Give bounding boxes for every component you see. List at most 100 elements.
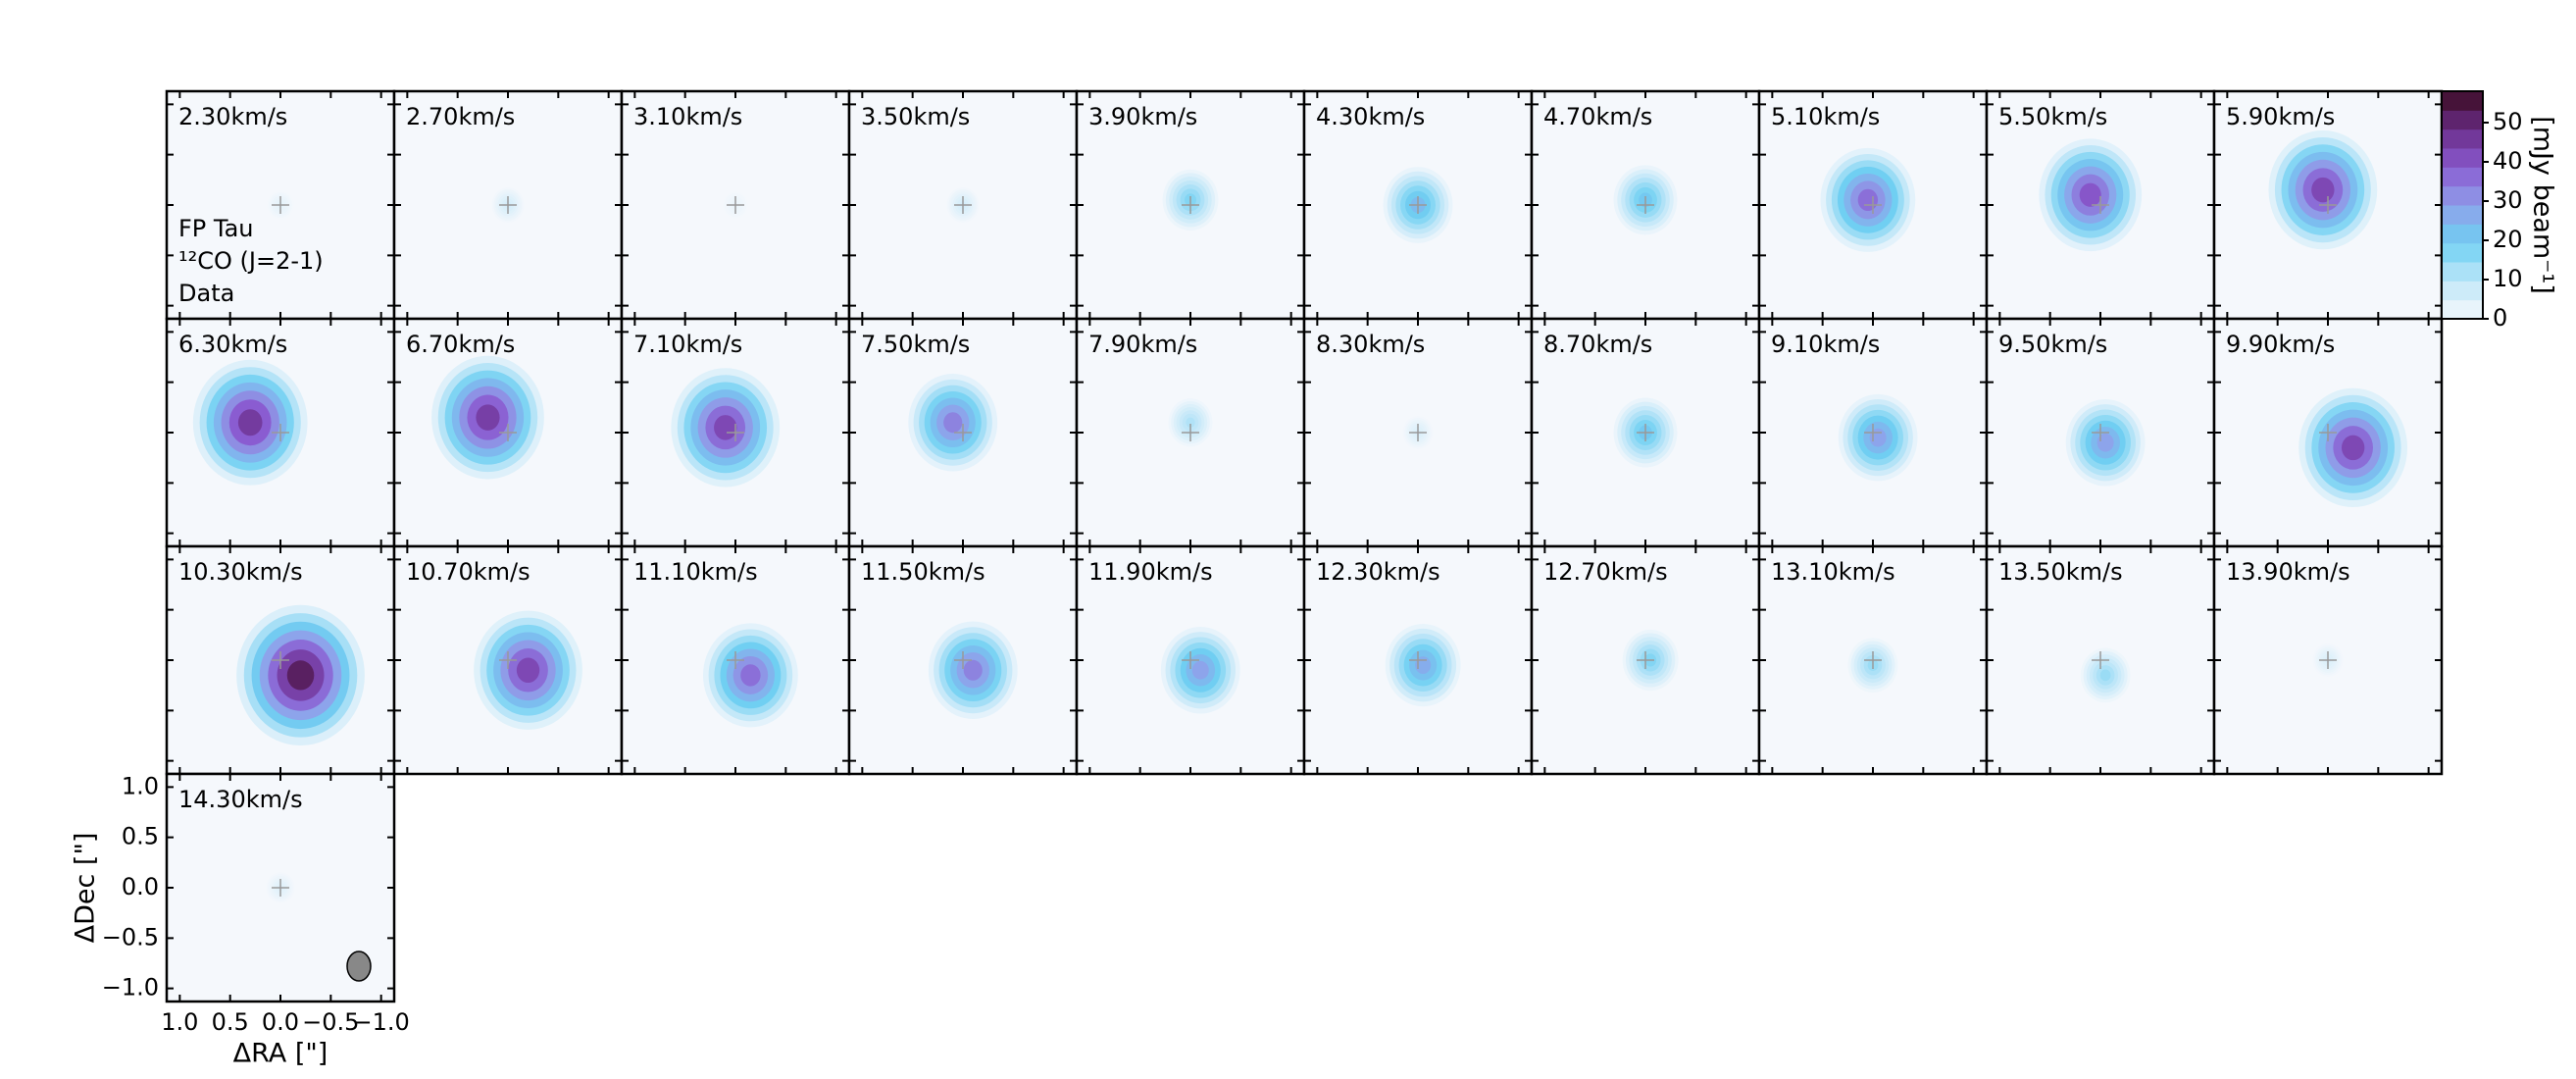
channel-label: 11.10km/s [633, 558, 758, 586]
emission [2080, 647, 2131, 703]
center-cross [1409, 424, 1427, 441]
channel-label: 7.50km/s [861, 331, 970, 358]
y-tick-label: 0.0 [122, 873, 159, 900]
channel-label: 4.30km/s [1316, 103, 1425, 130]
center-cross [954, 196, 972, 214]
panel: 2.30km/s FP Tau ¹²CO (J=2-1) Data [165, 89, 396, 321]
annotation: FP Tau [178, 215, 254, 242]
emission [928, 621, 1018, 720]
panel: 7.90km/s [1075, 317, 1306, 548]
annotation: ¹²CO (J=2-1) [178, 247, 324, 275]
panel: 3.50km/s [847, 89, 1079, 321]
channel-label: 9.10km/s [1771, 331, 1880, 358]
colorbar-step [2442, 128, 2483, 149]
panel: 3.10km/s [620, 89, 851, 321]
panel: 9.10km/s [1757, 317, 1989, 548]
emission [1838, 393, 1918, 482]
panel: 6.70km/s [392, 317, 624, 548]
channel-label: 4.70km/s [1543, 103, 1652, 130]
colorbar-tick-label: 0 [2493, 304, 2507, 332]
emission [2298, 387, 2408, 508]
colorbar-label: [mJy beam⁻¹] [2528, 116, 2558, 294]
panel: 3.90km/s [1075, 89, 1306, 321]
panel: 11.10km/s [620, 544, 851, 776]
contour-level [2096, 433, 2114, 452]
center-cross [2319, 196, 2337, 214]
center-cross [272, 879, 289, 897]
emission [1160, 626, 1240, 714]
contour-level [963, 659, 983, 681]
annotation: Data [178, 280, 234, 307]
panel: 9.90km/s [2212, 317, 2444, 548]
panel: 5.10km/s [1757, 89, 1989, 321]
panel: 5.90km/s [2212, 89, 2444, 321]
center-cross [1409, 651, 1427, 669]
colorbar-tick-label: 30 [2493, 186, 2523, 214]
colorbar-step [2442, 299, 2483, 320]
channel-label: 3.10km/s [633, 103, 742, 130]
channel-label: 13.90km/s [2226, 558, 2350, 586]
contour-level [740, 664, 761, 687]
center-cross [1182, 424, 1199, 441]
panel: 7.10km/s [620, 317, 851, 548]
panel: 8.70km/s [1530, 317, 1761, 548]
colorbar-frame [2441, 90, 2484, 320]
contour-level [2079, 182, 2101, 207]
center-cross [272, 196, 289, 214]
channel-label: 5.10km/s [1771, 103, 1880, 130]
panel: 13.90km/s [2212, 544, 2444, 776]
channel-label: 3.90km/s [1088, 103, 1197, 130]
panel: 11.50km/s [847, 544, 1079, 776]
center-cross [1864, 424, 1882, 441]
center-cross [1864, 651, 1882, 669]
channel-label: 9.50km/s [1998, 331, 2107, 358]
channel-label: 3.50km/s [861, 103, 970, 130]
x-tick-label: 0.5 [212, 1008, 249, 1036]
panel: 14.30km/s1.0 0.5 0.0 −0.5−1.01.00.50.0−0.5−… [71, 772, 410, 1068]
channel-label: 6.70km/s [406, 331, 515, 358]
colorbar-step [2442, 167, 2483, 187]
contour-level [2311, 177, 2335, 203]
emission [192, 359, 308, 486]
center-cross [2092, 651, 2109, 669]
center-cross [499, 424, 517, 441]
channel-label: 8.70km/s [1543, 331, 1652, 358]
contour-level [476, 404, 500, 431]
center-cross [1637, 196, 1654, 214]
panel: 12.30km/s [1302, 544, 1534, 776]
emission [1385, 624, 1461, 707]
channel-label: 9.90km/s [2226, 331, 2335, 358]
colorbar-step [2442, 224, 2483, 244]
center-cross [1637, 424, 1654, 441]
center-cross [499, 651, 517, 669]
emission [474, 610, 582, 730]
x-tick-label: 1.0 [161, 1008, 198, 1036]
emission [2312, 643, 2344, 677]
channel-label: 12.30km/s [1316, 558, 1440, 586]
center-cross [727, 196, 744, 214]
panel: 13.10km/s [1757, 544, 1989, 776]
colorbar-step [2442, 205, 2483, 225]
contour-level [714, 415, 737, 440]
x-axis-label: ΔRA ["] [233, 1039, 328, 1069]
panel: 10.70km/s [392, 544, 624, 776]
emission [1168, 398, 1213, 447]
panel: 10.30km/s [165, 544, 396, 776]
colorbar-tick-label: 20 [2493, 226, 2523, 253]
panel: 13.50km/s [1985, 544, 2216, 776]
emission [431, 355, 544, 480]
emission [671, 368, 781, 488]
channel-label: 13.50km/s [1998, 558, 2123, 586]
channel-label: 14.30km/s [178, 786, 303, 813]
center-cross [2319, 424, 2337, 441]
contour-level [2099, 669, 2111, 682]
panel: 4.70km/s [1530, 89, 1761, 321]
center-cross [1182, 196, 1199, 214]
panel: 5.50km/s [1985, 89, 2216, 321]
colorbar-step [2442, 110, 2483, 130]
channel-label: 10.70km/s [406, 558, 530, 586]
emission [702, 623, 798, 728]
center-cross [1409, 196, 1427, 214]
channel-label: 12.70km/s [1543, 558, 1668, 586]
contour-level [1191, 660, 1209, 680]
